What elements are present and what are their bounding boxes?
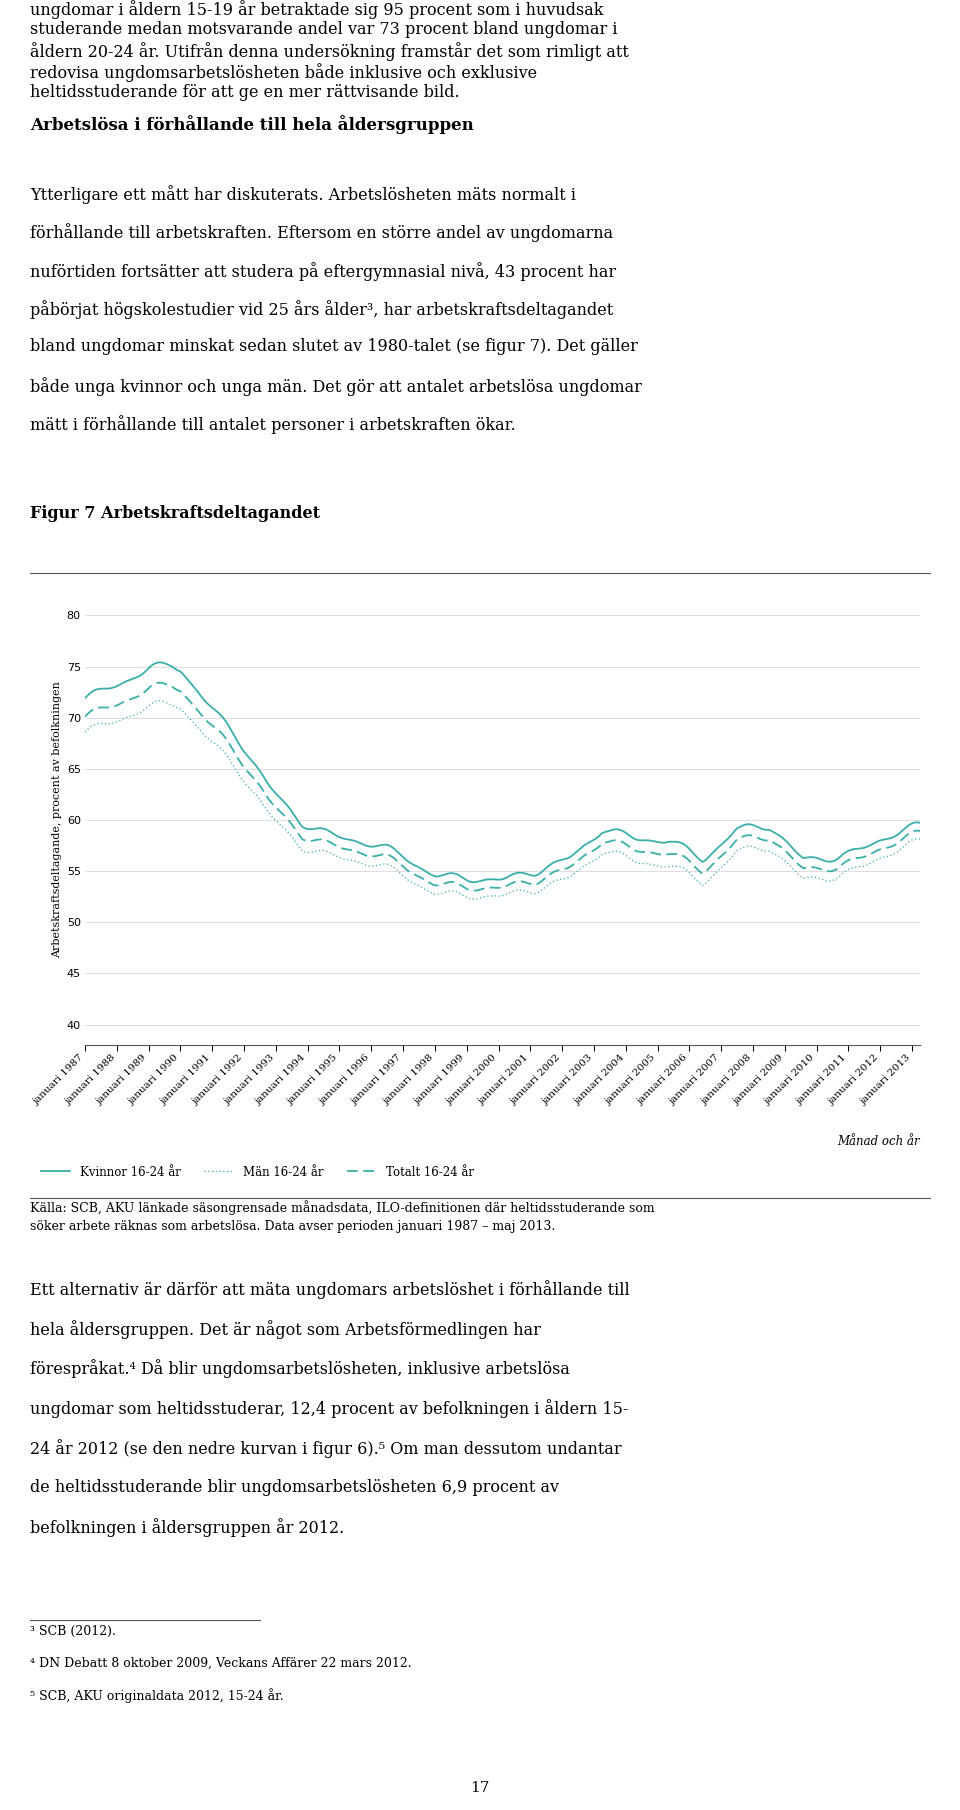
Text: ungdomar i åldern 15-19 år betraktade sig 95 procent som i huvudsak: ungdomar i åldern 15-19 år betraktade si…	[30, 0, 604, 18]
Text: Arbetslösa i förhållande till hela åldersgruppen: Arbetslösa i förhållande till hela ålder…	[30, 116, 473, 134]
Text: förhållande till arbetskraften. Eftersom en större andel av ungdomarna: förhållande till arbetskraften. Eftersom…	[30, 223, 613, 243]
Text: påbörjat högskolestudier vid 25 års ålder³, har arbetskraftsdeltagandet: påbörjat högskolestudier vid 25 års ålde…	[30, 300, 613, 319]
Text: Ett alternativ är därför att mäta ungdomars arbetslöshet i förhållande till: Ett alternativ är därför att mäta ungdom…	[30, 1280, 630, 1300]
Text: ⁵ SCB, AKU originaldata 2012, 15-24 år.: ⁵ SCB, AKU originaldata 2012, 15-24 år.	[30, 1689, 283, 1703]
Text: mätt i förhållande till antalet personer i arbetskraften ökar.: mätt i förhållande till antalet personer…	[30, 414, 516, 434]
Text: bland ungdomar minskat sedan slutet av 1980-talet (se figur 7). Det gäller: bland ungdomar minskat sedan slutet av 1…	[30, 338, 637, 355]
Text: Figur 7 Arbetskraftsdeltagandet: Figur 7 Arbetskraftsdeltagandet	[30, 505, 320, 521]
Text: åldern 20-24 år. Utifrån denna undersökning framstår det som rimligt att: åldern 20-24 år. Utifrån denna undersökn…	[30, 42, 629, 62]
Text: studerande medan motsvarande andel var 73 procent bland ungdomar i: studerande medan motsvarande andel var 7…	[30, 22, 617, 38]
Legend: Kvinnor 16-24 år, Män 16-24 år, Totalt 16-24 år: Kvinnor 16-24 år, Män 16-24 år, Totalt 1…	[36, 1160, 479, 1184]
Text: de heltidsstuderande blir ungdomsarbetslösheten 6,9 procent av: de heltidsstuderande blir ungdomsarbetsl…	[30, 1479, 559, 1495]
Text: både unga kvinnor och unga män. Det gör att antalet arbetslösa ungdomar: både unga kvinnor och unga män. Det gör …	[30, 376, 642, 396]
Text: ungdomar som heltidsstuderar, 12,4 procent av befolkningen i åldern 15-: ungdomar som heltidsstuderar, 12,4 proce…	[30, 1399, 629, 1417]
Text: heltidsstuderande för att ge en mer rättvisande bild.: heltidsstuderande för att ge en mer rätt…	[30, 83, 460, 101]
Text: ³ SCB (2012).: ³ SCB (2012).	[30, 1625, 116, 1638]
Text: nuförtiden fortsätter att studera på eftergymnasial nivå, 43 procent har: nuförtiden fortsätter att studera på eft…	[30, 262, 616, 281]
Text: befolkningen i åldersgruppen år 2012.: befolkningen i åldersgruppen år 2012.	[30, 1519, 345, 1537]
Text: Månad och år: Månad och år	[837, 1135, 920, 1148]
Text: redovisa ungdomsarbetslösheten både inklusive och exklusive: redovisa ungdomsarbetslösheten både inkl…	[30, 63, 538, 81]
Text: Källa: SCB, AKU länkade säsongrensade månadsdata, ILO-definitionen där heltidsst: Källa: SCB, AKU länkade säsongrensade må…	[30, 1200, 655, 1233]
Text: 17: 17	[470, 1781, 490, 1794]
Text: Ytterligare ett mått har diskuterats. Arbetslösheten mäts normalt i: Ytterligare ett mått har diskuterats. Ar…	[30, 185, 576, 205]
Text: 24 år 2012 (se den nedre kurvan i figur 6).⁵ Om man dessutom undantar: 24 år 2012 (se den nedre kurvan i figur …	[30, 1439, 622, 1457]
Text: förespråkat.⁴ Då blir ungdomsarbetslösheten, inklusive arbetslösa: förespråkat.⁴ Då blir ungdomsarbetslöshe…	[30, 1359, 570, 1379]
Text: hela åldersgruppen. Det är något som Arbetsförmedlingen har: hela åldersgruppen. Det är något som Arb…	[30, 1319, 540, 1339]
Y-axis label: Arbetskraftsdeltagande, procent av befolkningen: Arbetskraftsdeltagande, procent av befol…	[53, 682, 62, 959]
Text: ⁴ DN Debatt 8 oktober 2009, Veckans Affärer 22 mars 2012.: ⁴ DN Debatt 8 oktober 2009, Veckans Affä…	[30, 1656, 412, 1669]
